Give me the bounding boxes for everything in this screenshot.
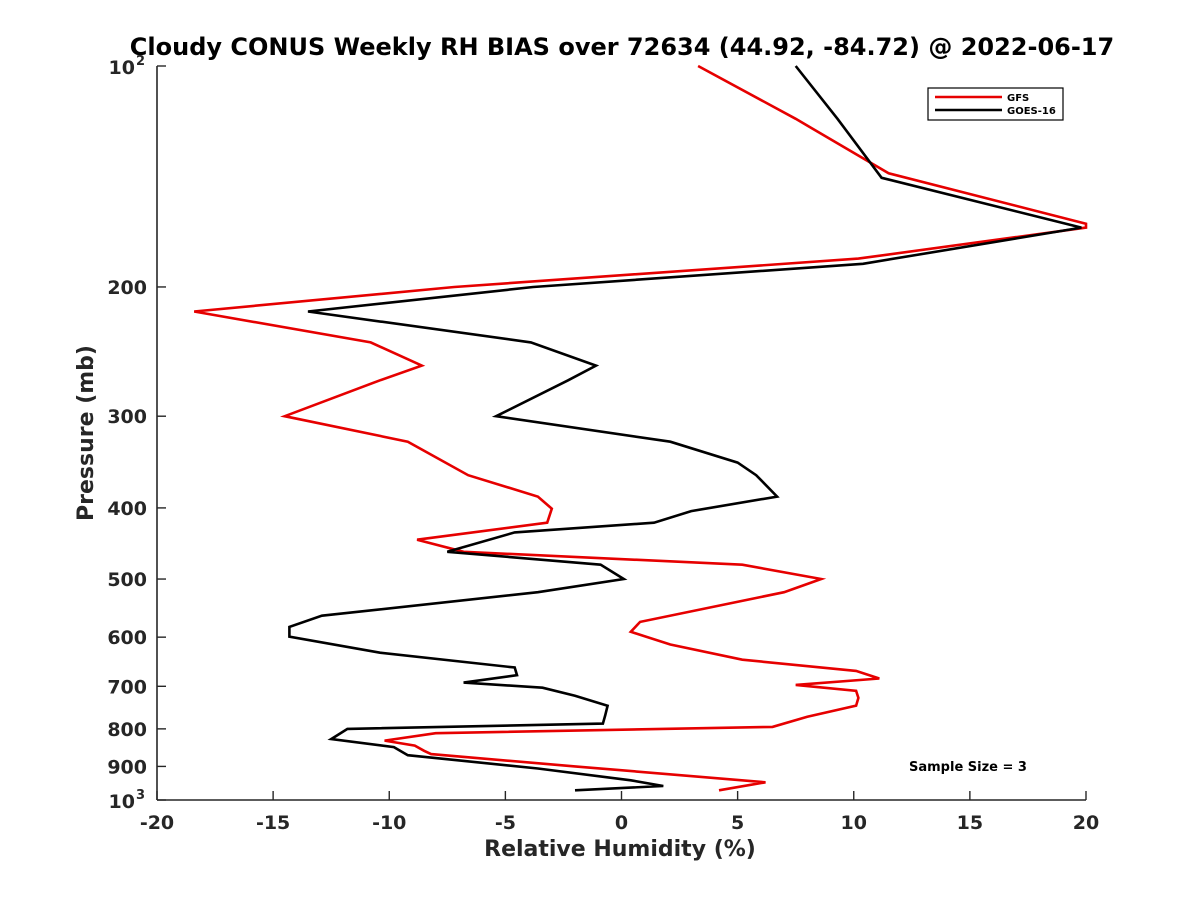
x-tick-label: 5 <box>731 812 744 834</box>
x-tick-label: 20 <box>1073 812 1099 834</box>
y-tick-exponent: 3 <box>136 788 145 803</box>
y-tick-label: 300 <box>107 406 147 428</box>
legend-label: GFS <box>1007 93 1029 104</box>
x-tick-label: -10 <box>372 812 406 834</box>
plot-area <box>193 64 1088 792</box>
y-tick-label: 900 <box>107 756 147 778</box>
x-tick-label: 10 <box>841 812 867 834</box>
sample-size-annotation: Sample Size = 3 <box>909 760 1027 775</box>
x-tick-label: -20 <box>140 812 174 834</box>
legend-label: GOES-16 <box>1007 106 1056 117</box>
x-tick-label: 15 <box>957 812 983 834</box>
chart-title: Cloudy CONUS Weekly RH BIAS over 72634 (… <box>130 33 1114 61</box>
legend: GFS GOES-16 <box>927 87 1064 121</box>
x-axis-label: Relative Humidity (%) <box>484 837 756 862</box>
y-tick-label: 400 <box>107 498 147 520</box>
y-tick-label: 700 <box>107 676 147 698</box>
x-tick-label: -15 <box>256 812 290 834</box>
y-axis-label: Pressure (mb) <box>74 345 99 521</box>
y-tick-label: 600 <box>107 627 147 649</box>
series-line-goes-16 <box>288 65 1082 792</box>
x-tick-label: -5 <box>495 812 516 834</box>
y-tick-label: 500 <box>107 569 147 591</box>
y-tick-label: 10 <box>109 791 135 813</box>
series-line-gfs <box>193 64 1088 792</box>
y-tick-exponent: 2 <box>136 54 145 69</box>
y-tick-label: 200 <box>107 277 147 299</box>
legend-box <box>927 87 1064 121</box>
y-tick-label: 800 <box>107 719 147 741</box>
y-tick-label: 10 <box>109 57 135 79</box>
x-tick-label: 0 <box>615 812 628 834</box>
